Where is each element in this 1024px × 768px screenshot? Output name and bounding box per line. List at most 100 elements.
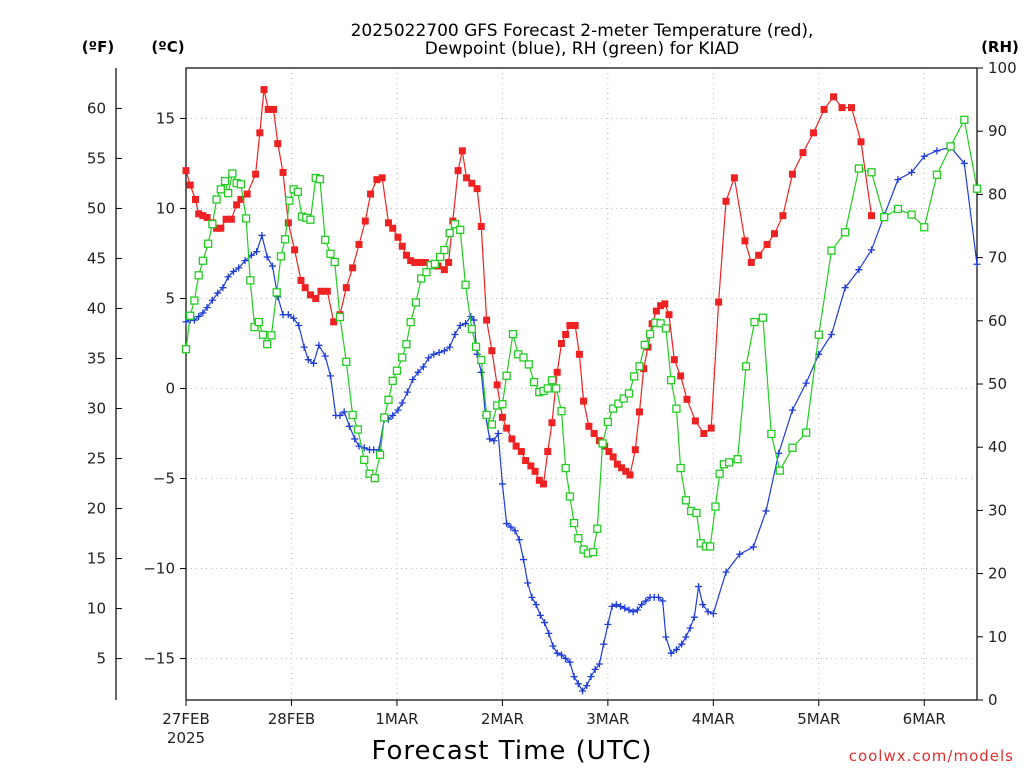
- dewpoint-point: [528, 593, 536, 601]
- dewpoint-point: [625, 606, 633, 614]
- rh-tick-label: 100: [988, 59, 1017, 77]
- temperature-point: [575, 350, 583, 358]
- chart-title-line-1: 2025022700 GFS Forecast 2-meter Temperat…: [351, 21, 814, 41]
- dewpoint-point: [224, 273, 232, 281]
- rh-point: [228, 169, 237, 178]
- dewpoint-point: [414, 368, 422, 376]
- temperature-point: [622, 467, 630, 475]
- dewpoint-point: [678, 640, 686, 648]
- temperature-point: [771, 230, 779, 238]
- temperature-point: [355, 240, 363, 248]
- temperature-point: [252, 170, 260, 178]
- dewpoint-point: [920, 152, 928, 160]
- temperature-point: [203, 213, 211, 221]
- dewpoint-point: [503, 520, 511, 528]
- rh-point: [365, 469, 374, 478]
- dewpoint-point: [549, 642, 557, 650]
- temperature-point: [540, 480, 548, 488]
- rh-point: [640, 340, 649, 349]
- dewpoint-point: [519, 556, 527, 564]
- dewpoint-point: [612, 601, 620, 609]
- rh-point: [508, 329, 518, 339]
- temperature-point: [217, 224, 225, 232]
- fahrenheit-tick-label: 30: [87, 400, 106, 418]
- rh-point: [741, 362, 751, 371]
- dewpoint-point: [304, 356, 312, 364]
- fahrenheit-tick-label: 20: [87, 500, 106, 518]
- rh-point: [893, 204, 903, 214]
- temperature-point: [279, 168, 287, 176]
- temperature-point: [670, 356, 678, 364]
- temperature-point: [270, 105, 278, 113]
- rh-tick-label: 70: [988, 249, 1007, 267]
- dewpoint-point: [532, 601, 540, 609]
- rh-tick-label: 10: [988, 628, 1007, 646]
- temperature-point: [297, 276, 305, 284]
- dewpoint-point: [704, 608, 712, 616]
- dewpoint-point: [219, 284, 227, 292]
- dewpoint-point: [490, 437, 498, 445]
- temperature-point: [256, 129, 264, 137]
- temperature-point: [830, 93, 838, 101]
- site-credit: coolwx.com/models: [849, 747, 1014, 765]
- temperature-point: [605, 448, 613, 456]
- fahrenheit-tick-label: 15: [87, 550, 106, 568]
- dewpoint-point: [515, 536, 523, 544]
- rh-point: [236, 180, 245, 189]
- dewpoint-point: [933, 147, 941, 155]
- rh-point: [827, 246, 836, 255]
- dewpoint-point: [430, 350, 438, 358]
- dewpoint-point: [498, 480, 506, 488]
- rh-tick-label: 80: [988, 185, 1007, 203]
- fahrenheit-tick-label: 45: [87, 249, 106, 267]
- dewpoint-point: [570, 673, 578, 681]
- dewpoint-point: [190, 316, 198, 324]
- rh-point: [406, 317, 415, 327]
- dewpoint-point: [608, 602, 616, 610]
- rh-point: [801, 428, 811, 437]
- dewpoint-point: [802, 379, 810, 387]
- rh-point: [619, 394, 628, 403]
- temperature-point: [566, 321, 574, 329]
- temperature-point: [631, 446, 639, 454]
- dewpoint-point: [425, 354, 433, 362]
- rh-unit-label: (RH): [981, 38, 1019, 56]
- rh-point: [241, 214, 251, 223]
- rh-point: [258, 330, 268, 339]
- temperature-point: [186, 181, 194, 189]
- temperature-point: [458, 147, 466, 155]
- dewpoint-point: [263, 253, 271, 261]
- dewpoint-point: [642, 597, 650, 605]
- rh-point: [456, 225, 465, 234]
- dewpoint-point: [494, 430, 502, 438]
- rh-point: [267, 331, 276, 340]
- dewpoint-point: [894, 176, 902, 184]
- temperature-point: [361, 217, 369, 225]
- temperature-point: [373, 176, 381, 184]
- dewpoint-point: [562, 655, 570, 663]
- dewpoint-line: [185, 146, 978, 693]
- rh-point: [326, 249, 335, 258]
- rh-tick-label: 40: [988, 438, 1007, 456]
- dewpoint-point: [315, 341, 323, 349]
- temperature-point: [609, 453, 617, 461]
- temperature-point: [498, 413, 506, 421]
- temperature-point: [585, 422, 593, 430]
- celsius-tick-label: 5: [165, 289, 175, 307]
- rh-point: [198, 256, 208, 265]
- temperature-point: [730, 174, 738, 182]
- dewpoint-point: [394, 406, 402, 414]
- rh-point: [519, 353, 528, 362]
- rh-point: [461, 280, 470, 289]
- celsius-tick-label: −5: [153, 470, 175, 488]
- temperature-point: [553, 368, 561, 376]
- temperature-point: [488, 347, 496, 355]
- rh-point: [181, 345, 191, 354]
- temperature-point: [233, 201, 241, 209]
- temperature-point: [384, 219, 392, 227]
- dewpoint-point: [241, 257, 249, 265]
- dewpoint-point: [524, 579, 532, 587]
- rh-point: [645, 329, 655, 339]
- rh-point: [711, 502, 720, 511]
